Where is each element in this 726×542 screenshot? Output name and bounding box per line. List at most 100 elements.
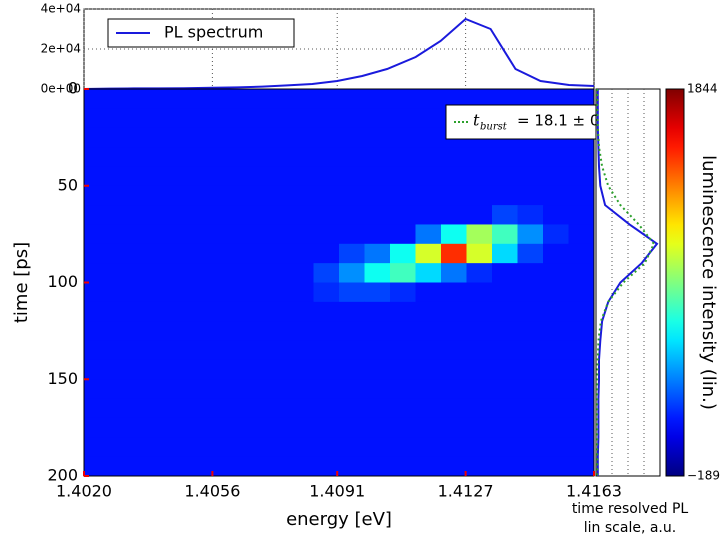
heatmap-cell bbox=[237, 147, 263, 167]
heatmap-cell bbox=[211, 398, 238, 419]
heatmap-cell bbox=[288, 243, 314, 264]
heatmap-cell bbox=[517, 147, 544, 167]
heatmap-cell bbox=[109, 127, 136, 148]
heatmap-cell bbox=[237, 224, 263, 245]
heatmap-cell bbox=[84, 127, 110, 148]
heatmap-cell bbox=[390, 301, 416, 322]
heatmap-cell bbox=[313, 166, 340, 187]
heatmap-cell bbox=[84, 359, 110, 380]
annotation-symbol: t bbox=[473, 111, 480, 130]
heatmap-cell bbox=[262, 89, 289, 109]
heatmap-cell bbox=[415, 127, 442, 148]
heatmap-cell bbox=[135, 166, 161, 187]
heatmap-cell bbox=[441, 456, 467, 477]
heatmap-cell bbox=[262, 263, 289, 283]
heatmap-cell bbox=[543, 224, 569, 245]
heatmap-cell bbox=[135, 205, 161, 225]
heatmap-cell bbox=[517, 456, 544, 477]
heatmap-cell bbox=[339, 108, 365, 129]
heatmap-cell bbox=[262, 147, 289, 167]
heatmap-cell bbox=[288, 321, 314, 342]
heatmap-cell bbox=[390, 359, 416, 380]
heatmap-cell bbox=[84, 417, 110, 438]
heatmap-cell bbox=[109, 263, 136, 283]
heatmap-cell bbox=[441, 224, 467, 245]
heatmap-cell bbox=[313, 108, 340, 129]
heatmap-cell bbox=[441, 147, 467, 167]
heatmap-cell bbox=[262, 108, 289, 129]
heatmap-cell bbox=[492, 263, 518, 283]
heatmap-cell bbox=[568, 379, 595, 400]
heatmap-cell bbox=[517, 437, 544, 458]
heatmap-cell bbox=[339, 185, 365, 206]
heatmap-cell bbox=[160, 224, 187, 245]
heatmap-cell bbox=[160, 89, 187, 109]
heatmap-cell bbox=[109, 243, 136, 264]
legend-label: PL spectrum bbox=[164, 23, 263, 42]
heatmap-cell bbox=[441, 340, 467, 361]
heatmap-cell bbox=[441, 417, 467, 438]
heatmap-cell bbox=[262, 243, 289, 264]
heatmap-cell bbox=[135, 379, 161, 400]
heatmap-cell bbox=[186, 166, 212, 187]
heatmap-cell bbox=[262, 166, 289, 187]
heatmap-cell bbox=[262, 379, 289, 400]
heatmap-cell bbox=[441, 166, 467, 187]
heatmap-cell bbox=[415, 398, 442, 419]
heatmap-cell bbox=[339, 321, 365, 342]
heatmap-cell bbox=[211, 243, 238, 264]
heatmap-cell bbox=[160, 301, 187, 322]
heatmap-cell bbox=[466, 321, 493, 342]
heatmap-cell bbox=[492, 185, 518, 206]
y-tick-label: 150 bbox=[47, 369, 78, 388]
heatmap-cell bbox=[568, 243, 595, 264]
heatmap-cell bbox=[339, 224, 365, 245]
heatmap-cell bbox=[390, 89, 416, 109]
heatmap-cell bbox=[313, 224, 340, 245]
heatmap-cell bbox=[517, 263, 544, 283]
heatmap-cell bbox=[492, 282, 518, 303]
heatmap-cell bbox=[211, 127, 238, 148]
heatmap-cell bbox=[415, 437, 442, 458]
heatmap-cell bbox=[186, 359, 212, 380]
heatmap-cell bbox=[543, 282, 569, 303]
heatmap-cell bbox=[135, 108, 161, 129]
heatmap-cell bbox=[237, 456, 263, 477]
heatmap-cell bbox=[415, 263, 442, 283]
heatmap-cell bbox=[109, 166, 136, 187]
heatmap-cell bbox=[237, 340, 263, 361]
heatmap-cell bbox=[160, 282, 187, 303]
heatmap-cell bbox=[543, 147, 569, 167]
heatmap-cell bbox=[390, 417, 416, 438]
heatmap-cell bbox=[84, 89, 110, 109]
heatmap-cell bbox=[211, 166, 238, 187]
heatmap-cell bbox=[517, 398, 544, 419]
heatmap-cell bbox=[262, 321, 289, 342]
heatmap-cell bbox=[492, 224, 518, 245]
heatmap-cell bbox=[237, 301, 263, 322]
heatmap-cell bbox=[339, 166, 365, 187]
heatmap-cell bbox=[186, 185, 212, 206]
heatmap-cell bbox=[568, 301, 595, 322]
heatmap-cell bbox=[415, 89, 442, 109]
heatmap-cell bbox=[364, 379, 391, 400]
heatmap-cell bbox=[211, 282, 238, 303]
heatmap-cell bbox=[517, 224, 544, 245]
heatmap-cell bbox=[109, 340, 136, 361]
heatmap-cell bbox=[568, 166, 595, 187]
x-tick-label: 1.4163 bbox=[566, 482, 622, 501]
heatmap-cell bbox=[109, 398, 136, 419]
profile-axis-title: time resolved PL bbox=[572, 501, 689, 517]
heatmap-cell bbox=[390, 321, 416, 342]
heatmap-cell bbox=[339, 301, 365, 322]
heatmap-cell bbox=[84, 166, 110, 187]
heatmap-cell bbox=[492, 359, 518, 380]
heatmap-cell bbox=[135, 127, 161, 148]
heatmap-cell bbox=[415, 185, 442, 206]
heatmap-cell bbox=[186, 437, 212, 458]
heatmap-cell bbox=[84, 243, 110, 264]
heatmap-cell bbox=[313, 301, 340, 322]
heatmap-cell bbox=[517, 282, 544, 303]
heatmap-cell bbox=[364, 108, 391, 129]
